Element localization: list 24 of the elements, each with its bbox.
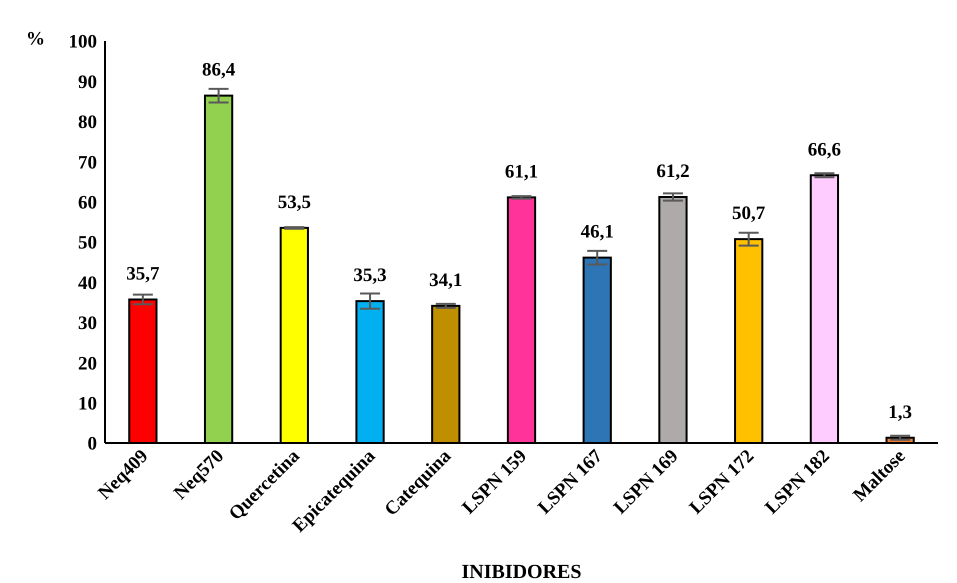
y-tick-label: 10	[78, 394, 97, 415]
y-tick-label: 30	[78, 313, 97, 334]
x-axis-title: INIBIDORES	[461, 561, 582, 583]
data-label: 46,1	[580, 222, 614, 243]
y-tick-label: 60	[78, 192, 97, 214]
y-tick-label: 0	[88, 434, 97, 455]
data-label: 61,2	[656, 160, 690, 182]
data-label: 35,3	[353, 265, 387, 286]
y-tick-label: 90	[78, 72, 97, 93]
data-label: 50,7	[732, 203, 766, 224]
data-label: 53,5	[278, 192, 311, 213]
data-label: 86,4	[202, 60, 236, 81]
data-label: 34,1	[429, 270, 462, 291]
data-label: 35,7	[126, 263, 160, 284]
y-axis-title: %	[26, 28, 45, 50]
y-tick-label: 80	[78, 112, 97, 134]
data-label: 61,1	[504, 161, 538, 182]
data-label: 1,3	[888, 402, 912, 423]
data-label: 66,6	[808, 139, 842, 160]
y-tick-label: 40	[78, 272, 97, 294]
y-tick-label: 100	[68, 32, 97, 53]
y-tick-label: 20	[78, 353, 97, 374]
y-tick-label: 70	[78, 152, 97, 174]
y-tick-label: 50	[78, 232, 97, 254]
